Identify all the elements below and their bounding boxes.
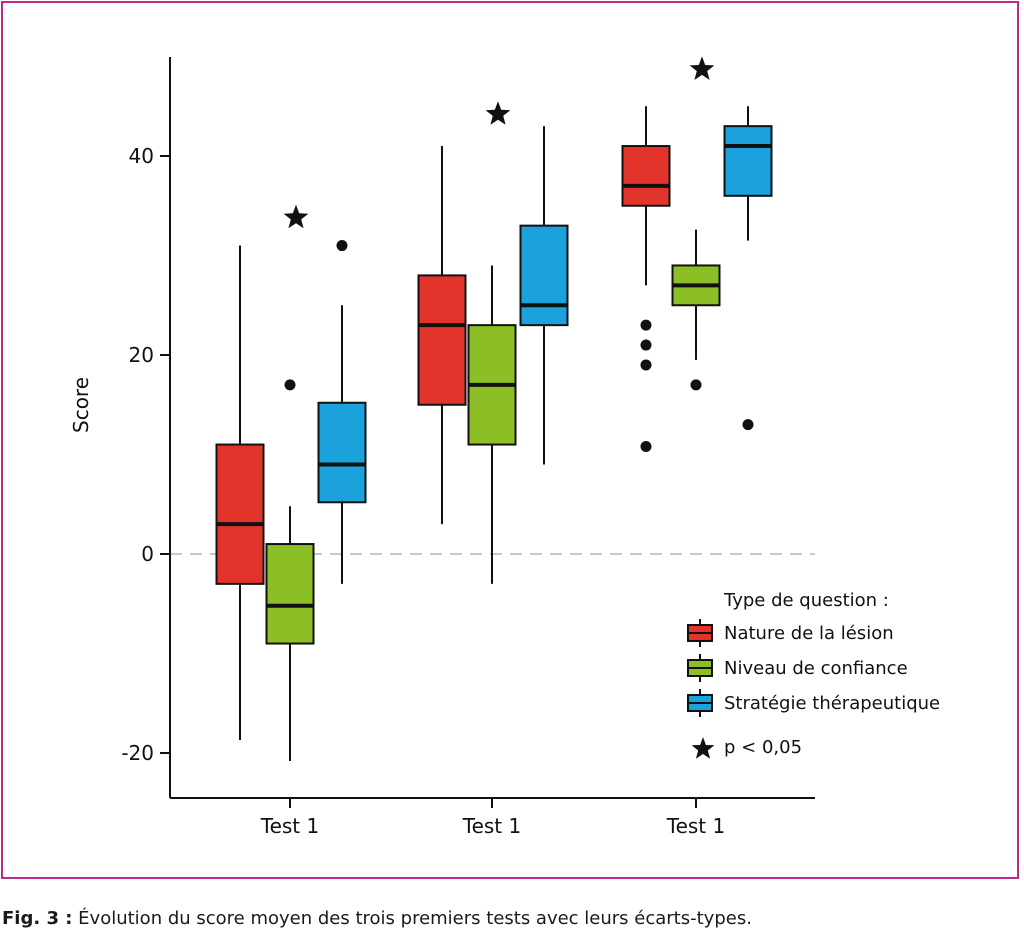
x-tick-label: Test 1 (260, 814, 319, 838)
box-2-group-3 (671, 229, 721, 391)
caption-label: Fig. 3 : (2, 908, 73, 929)
outlier-point (742, 419, 754, 431)
y-ticks: -20 0 20 40 (121, 144, 170, 765)
figure-caption: Fig. 3 : Évolution du score moyen des tr… (2, 908, 752, 929)
box-3-group-1 (317, 240, 367, 584)
boxplot-chart: Score -20 0 20 40 Test 1 Test 1 Test 1 Type d… (69, 56, 940, 838)
box-iqr (519, 224, 569, 327)
outlier-point (690, 379, 702, 391)
box-iqr (215, 443, 265, 585)
box-2-group-1 (265, 379, 315, 761)
box-1-group-1 (215, 245, 265, 741)
box-3-group-3 (723, 106, 773, 431)
legend: Type de question : Nature de la lésion Ni… (687, 590, 940, 759)
outlier-point (640, 339, 652, 351)
box-iqr (621, 145, 671, 207)
box-iqr (417, 274, 467, 406)
legend-item-label: Nature de la lésion (724, 623, 894, 644)
caption-text: Évolution du score moyen des trois premi… (72, 908, 752, 929)
significance-stars (283, 56, 715, 229)
outlier-point (284, 379, 296, 391)
box-1-group-2 (417, 146, 467, 525)
box-1-group-3 (621, 106, 671, 453)
y-axis-title: Score (69, 377, 93, 433)
y-tick-label: 40 (129, 144, 154, 168)
x-tick-label: Test 1 (462, 814, 521, 838)
outlier-point (640, 441, 652, 453)
box-iqr (265, 543, 315, 645)
outlier-point (640, 319, 652, 331)
box-2-group-2 (467, 265, 517, 584)
outlier-point (640, 359, 652, 371)
x-tick-label: Test 1 (666, 814, 725, 838)
box-3-group-2 (519, 126, 569, 465)
significance-star (283, 204, 309, 229)
outlier-point (336, 240, 348, 252)
legend-item-label: Niveau de confiance (724, 658, 908, 679)
legend-star-icon (691, 737, 715, 759)
y-tick-label: -20 (121, 741, 154, 765)
figure-frame (1, 1, 1019, 879)
y-tick-label: 20 (129, 343, 154, 367)
box-groups (215, 106, 773, 761)
box-iqr (317, 401, 367, 504)
legend-significance-label: p < 0,05 (724, 737, 802, 758)
y-tick-label: 0 (141, 542, 154, 566)
significance-star (485, 101, 511, 125)
significance-star (689, 56, 715, 80)
legend-item-label: Stratégie thérapeutique (724, 693, 940, 714)
x-ticks: Test 1 Test 1 Test 1 (260, 798, 725, 838)
legend-title: Type de question : (723, 590, 889, 611)
box-iqr (723, 125, 773, 197)
